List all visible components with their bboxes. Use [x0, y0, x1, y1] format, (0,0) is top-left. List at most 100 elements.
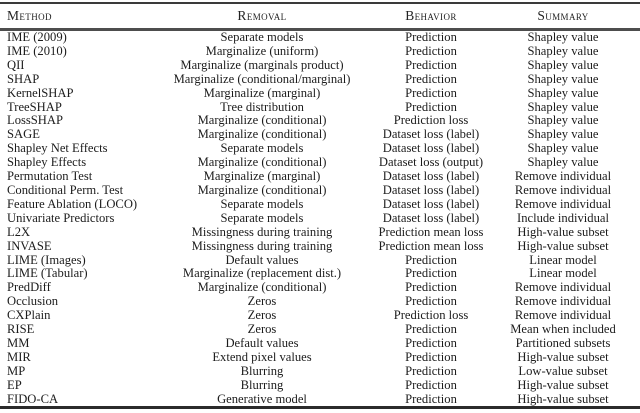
- cell-behavior: Prediction: [405, 85, 457, 100]
- cell-method: IME (2009): [7, 30, 67, 44]
- cell-summary: High-value subset: [517, 238, 609, 253]
- cell-behavior: Prediction: [405, 349, 457, 364]
- cell-method: Feature Ablation (LOCO): [7, 196, 138, 211]
- cell-method: Shapley Effects: [7, 155, 87, 170]
- cell-method: MM: [7, 335, 30, 350]
- table-row: Univariate Predictors Separate models Data…: [0, 210, 640, 226]
- cell-removal: Marginalize (conditional): [197, 155, 327, 170]
- cell-removal: Marginalize (conditional): [197, 280, 327, 295]
- cell-summary: Remove individual: [514, 294, 612, 309]
- cell-method: QII: [7, 57, 25, 72]
- column-header-summary: Summary: [486, 3, 640, 31]
- cell-removal: Extend pixel values: [212, 349, 312, 364]
- cell-removal: Marginalize (replacement dist.): [182, 266, 342, 281]
- cell-behavior: Prediction: [405, 57, 457, 72]
- cell-method: Conditional Perm. Test: [7, 182, 124, 197]
- cell-method: CXPlain: [7, 308, 51, 323]
- cell-summary: Shapley value: [527, 57, 599, 72]
- cell-behavior: Prediction: [405, 377, 457, 392]
- cell-behavior: Prediction: [405, 280, 457, 295]
- cell-removal: Separate models: [220, 30, 304, 44]
- cell-behavior: Dataset loss (label): [382, 210, 480, 225]
- cell-behavior: Prediction: [405, 30, 457, 44]
- cell-summary: Remove individual: [514, 182, 612, 197]
- table-row: RISE Zeros Prediction Mean when included: [0, 322, 640, 337]
- cell-summary: High-value subset: [517, 377, 609, 392]
- cell-behavior: Dataset loss (output): [378, 155, 484, 170]
- table-row: INVASE Missingness during training Predict…: [0, 238, 640, 254]
- cell-removal: Missingness during training: [191, 224, 333, 239]
- table-row: Permutation Test Marginalize (marginal) Da…: [0, 169, 640, 184]
- table-row: MM Default values Prediction Partitioned su…: [0, 335, 640, 351]
- cell-behavior: Prediction mean loss: [378, 238, 484, 253]
- cell-summary: Remove individual: [514, 196, 612, 211]
- cell-method: MIR: [7, 349, 31, 364]
- cell-method: KernelSHAP: [7, 85, 74, 100]
- table-row: LossSHAP Marginalize (conditional) Predict…: [0, 114, 640, 128]
- cell-summary: Shapley value: [527, 85, 599, 100]
- cell-summary: High-value subset: [517, 391, 609, 406]
- cell-removal: Marginalize (conditional): [197, 127, 327, 142]
- cell-summary: Shapley value: [527, 127, 599, 142]
- table-header: Method Removal Behavior Summary: [0, 3, 640, 31]
- cell-removal: Default values: [225, 335, 299, 350]
- cell-method: TreeSHAP: [7, 99, 62, 114]
- table-row: IME (2009) Separate models Prediction Shapl…: [0, 30, 640, 45]
- table-row: Shapley Net Effects Separate models Datase…: [0, 141, 640, 156]
- cell-method: SAGE: [7, 127, 40, 142]
- cell-method: Occlusion: [7, 294, 59, 309]
- cell-method: LIME (Tabular): [7, 266, 88, 281]
- cell-summary: Shapley value: [527, 141, 599, 156]
- column-header-removal: Removal: [148, 3, 376, 31]
- cell-removal: Zeros: [247, 294, 277, 309]
- table-row: SHAP Marginalize (conditional/marginal) Pr…: [0, 71, 640, 87]
- table-row: FIDO-CA Generative model Prediction High-va…: [0, 391, 640, 408]
- cell-behavior: Dataset loss (label): [382, 169, 480, 184]
- cell-removal: Tree distribution: [220, 99, 304, 114]
- cell-summary: Remove individual: [514, 169, 612, 184]
- table-row: Shapley Effects Marginalize (conditional)…: [0, 155, 640, 170]
- table-row: L2X Missingness during training Prediction…: [0, 224, 640, 240]
- table-row: KernelSHAP Marginalize (marginal) Predicti…: [0, 85, 640, 101]
- cell-removal: Zeros: [247, 322, 277, 337]
- cell-method: Shapley Net Effects: [7, 141, 108, 156]
- cell-method: FIDO-CA: [7, 391, 59, 406]
- cell-behavior: Prediction mean loss: [378, 224, 484, 239]
- cell-method: RISE: [7, 322, 35, 337]
- cell-method: SHAP: [7, 71, 40, 86]
- cell-summary: High-value subset: [517, 224, 609, 239]
- table-row: Occlusion Zeros Prediction Remove individua…: [0, 294, 640, 309]
- cell-behavior: Dataset loss (label): [382, 127, 480, 142]
- cell-summary: Linear model: [529, 252, 597, 267]
- cell-behavior: Prediction: [405, 252, 457, 267]
- cell-removal: Marginalize (marginal): [203, 85, 321, 100]
- cell-removal: Marginalize (uniform): [205, 43, 319, 58]
- cell-method: INVASE: [7, 238, 52, 253]
- table-row: Conditional Perm. Test Marginalize (condi…: [0, 182, 640, 198]
- table-row: EP Blurring Prediction High-value subset: [0, 377, 640, 393]
- cell-method: LossSHAP: [7, 113, 63, 128]
- cell-summary: High-value subset: [517, 349, 609, 364]
- table-body: IME (2009) Separate models Prediction Shapl…: [0, 30, 640, 408]
- cell-removal: Default values: [225, 252, 299, 267]
- cell-method: Permutation Test: [7, 169, 93, 184]
- table-row: Feature Ablation (LOCO) Separate models Da…: [0, 196, 640, 212]
- cell-behavior: Prediction: [405, 294, 457, 309]
- cell-method: LIME (Images): [7, 252, 86, 267]
- cell-removal: Marginalize (conditional/marginal): [173, 71, 351, 86]
- cell-removal: Missingness during training: [191, 238, 333, 253]
- table-row: IME (2010) Marginalize (uniform) Predictio…: [0, 43, 640, 59]
- table-row: LIME (Tabular) Marginalize (replacement d…: [0, 267, 640, 281]
- cell-removal: Marginalize (marginal): [203, 169, 321, 184]
- table-row: CXPlain Zeros Prediction loss Remove indivi…: [0, 308, 640, 323]
- table-row: PredDiff Marginalize (conditional) Predict…: [0, 280, 640, 295]
- cell-summary: Shapley value: [527, 43, 599, 58]
- cell-summary: Shapley value: [527, 155, 599, 170]
- cell-summary: Linear model: [529, 266, 597, 281]
- cell-summary: Shapley value: [527, 71, 599, 86]
- cell-summary: Mean when included: [510, 322, 616, 337]
- cell-behavior: Prediction: [405, 43, 457, 58]
- cell-behavior: Prediction loss: [393, 113, 469, 128]
- cell-behavior: Prediction: [405, 391, 457, 406]
